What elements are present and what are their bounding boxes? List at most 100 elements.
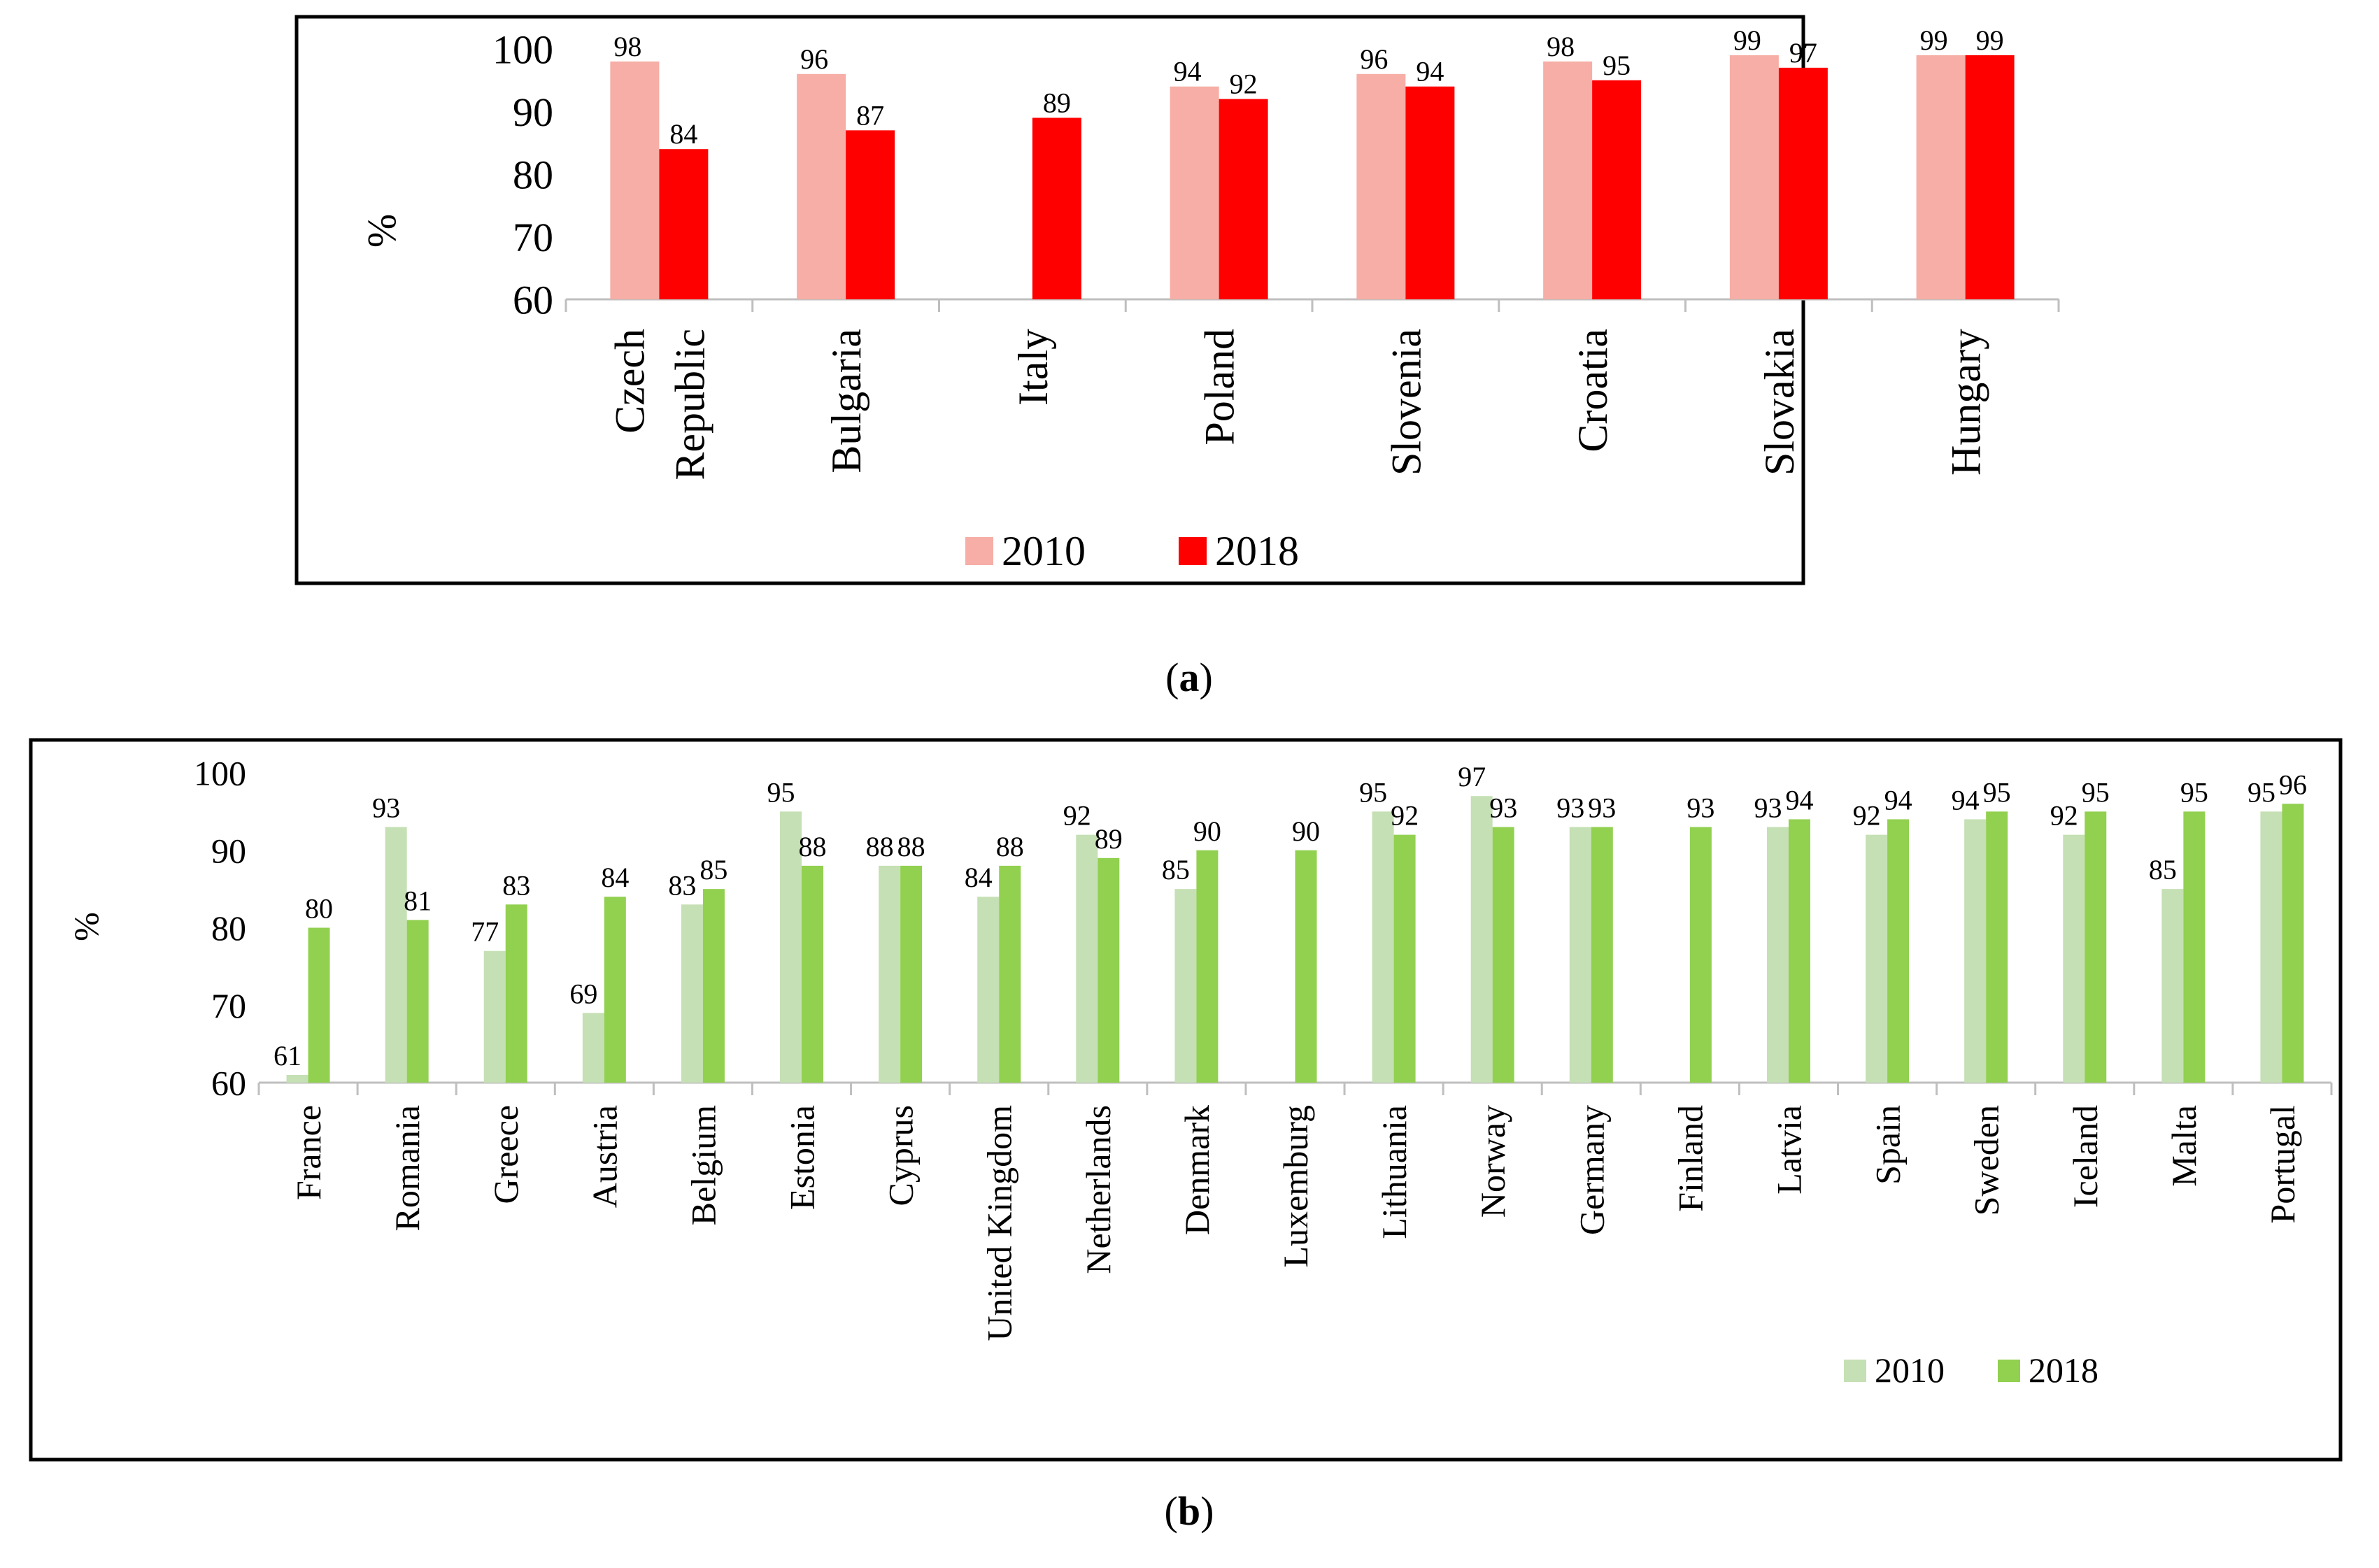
data-label-2018-7: 99 xyxy=(1976,24,2004,56)
data-label-2010-4: 96 xyxy=(1360,43,1388,75)
x-tick-label-line: Slovenia xyxy=(1383,329,1429,476)
x-tick-label-line: Republic xyxy=(667,329,713,480)
bar-2010-18 xyxy=(2063,834,2085,1083)
bar-2018-11 xyxy=(1393,834,1416,1083)
data-label-2010-6: 99 xyxy=(1733,24,1761,56)
legend-swatch-2010 xyxy=(965,537,993,565)
x-tick-label-line: Denmark xyxy=(1177,1105,1216,1235)
x-tick-label-line: Germany xyxy=(1572,1105,1611,1235)
bar-2010-9 xyxy=(1174,889,1197,1083)
chart-frame xyxy=(29,738,2343,1462)
bar-2010-0 xyxy=(286,1074,308,1083)
x-tick-label: Norway xyxy=(1473,1105,1512,1218)
data-label-2018-16: 94 xyxy=(1884,784,1912,815)
data-label-2018-9: 90 xyxy=(1193,815,1221,847)
bar-2010-17 xyxy=(1964,819,1987,1083)
bar-2018-5 xyxy=(802,865,824,1083)
data-label-2010-17: 94 xyxy=(1952,784,1980,815)
x-tick-label-line: Cyprus xyxy=(881,1105,921,1206)
data-label-2018-4: 85 xyxy=(700,854,727,885)
bar-2018-4 xyxy=(702,889,725,1083)
data-label-2018-8: 89 xyxy=(1095,823,1123,855)
data-label-2018-3: 84 xyxy=(601,862,629,893)
x-tick-label-line: Austria xyxy=(585,1105,624,1208)
bar-2018-8 xyxy=(1098,857,1120,1083)
data-label-2010-0: 61 xyxy=(274,1040,301,1071)
data-label-2010-13: 93 xyxy=(1556,792,1584,824)
x-tick-label-line: Portugal xyxy=(2263,1105,2302,1223)
x-tick-label: Germany xyxy=(1572,1105,1611,1235)
bar-2010-13 xyxy=(1569,827,1591,1083)
y-tick-label: 80 xyxy=(513,152,553,197)
bar-2010-19 xyxy=(2161,889,2184,1083)
data-label-2018-2: 83 xyxy=(502,869,530,901)
x-tick-label-line: United Kingdom xyxy=(980,1105,1019,1341)
x-tick-label: Sweden xyxy=(1967,1105,2006,1216)
data-label-2010-1: 96 xyxy=(800,43,828,75)
x-tick-label-line: Slovakia xyxy=(1756,329,1803,476)
bar-2018-3 xyxy=(1219,99,1268,299)
data-label-2018-3: 92 xyxy=(1230,69,1258,100)
x-tick-label: Luxemburg xyxy=(1276,1105,1315,1267)
data-label-2010-7: 99 xyxy=(1920,24,1948,56)
data-label-2018-6: 97 xyxy=(1789,37,1817,69)
bar-2018-15 xyxy=(1788,819,1810,1083)
x-tick-label-line: Estonia xyxy=(783,1105,822,1210)
data-label-2018-15: 94 xyxy=(1785,784,1813,815)
x-tick-label: Estonia xyxy=(783,1105,822,1210)
bar-2018-7 xyxy=(1965,55,2015,299)
x-tick-label: Italy xyxy=(1010,329,1056,406)
data-label-2010-9: 85 xyxy=(1162,854,1190,885)
data-label-2018-13: 93 xyxy=(1588,792,1616,824)
data-label-2018-0: 80 xyxy=(305,893,333,925)
legend-label-2018: 2018 xyxy=(1215,528,1299,574)
y-tick-label: 70 xyxy=(211,986,246,1025)
bar-2018-6 xyxy=(900,865,923,1083)
x-tick-label-line: Poland xyxy=(1197,329,1243,446)
data-label-2010-1: 93 xyxy=(372,792,400,824)
x-tick-label: Latvia xyxy=(1769,1105,1808,1195)
bar-2010-2 xyxy=(483,950,506,1083)
bar-2018-3 xyxy=(604,897,626,1083)
bar-2018-14 xyxy=(1689,827,1712,1083)
bar-2018-18 xyxy=(2085,811,2107,1083)
data-label-2010-3: 94 xyxy=(1174,56,1202,87)
data-label-2010-19: 85 xyxy=(2149,854,2177,885)
data-label-2018-7: 88 xyxy=(996,831,1024,862)
bar-2010-5 xyxy=(1543,61,1593,300)
bar-2010-8 xyxy=(1076,834,1098,1083)
data-label-2018-2: 89 xyxy=(1043,87,1071,118)
data-label-2010-16: 92 xyxy=(1853,800,1881,832)
x-tick-label-line: Hungary xyxy=(1943,329,1989,476)
x-tick-label: Greece xyxy=(486,1105,525,1204)
x-tick-label-line: Netherlands xyxy=(1079,1105,1118,1274)
y-tick-label: 60 xyxy=(513,277,553,322)
data-label-2010-20: 95 xyxy=(2247,776,2275,808)
x-tick-label: Lithuania xyxy=(1375,1105,1414,1239)
data-label-2018-1: 81 xyxy=(404,885,432,916)
bar-2018-2 xyxy=(505,904,527,1083)
y-tick-label: 60 xyxy=(211,1064,246,1103)
x-tick-label: Austria xyxy=(585,1105,624,1208)
bar-2010-6 xyxy=(1729,55,1779,299)
x-tick-label: Romania xyxy=(388,1105,427,1232)
x-tick-label-line: France xyxy=(289,1105,328,1200)
bar-2018-12 xyxy=(1492,827,1514,1083)
x-tick-label-line: Finland xyxy=(1670,1105,1710,1212)
legend-label-2010: 2010 xyxy=(1002,528,1086,574)
x-tick-label: Iceland xyxy=(2066,1105,2105,1208)
data-label-2010-2: 77 xyxy=(471,916,499,948)
bar-2018-4 xyxy=(1405,86,1455,299)
data-label-2010-6: 88 xyxy=(866,831,894,862)
data-label-2018-0: 84 xyxy=(669,118,697,150)
x-tick-label: France xyxy=(289,1105,328,1200)
bar-2010-11 xyxy=(1372,811,1394,1083)
data-label-2010-11: 95 xyxy=(1359,776,1387,808)
bar-2018-20 xyxy=(2282,804,2304,1083)
data-label-2010-12: 97 xyxy=(1458,761,1486,792)
bar-2010-0 xyxy=(610,61,660,300)
bar-2010-7 xyxy=(977,897,1000,1083)
bar-2010-4 xyxy=(681,904,703,1083)
bar-2018-6 xyxy=(1778,67,1828,299)
data-label-2018-12: 93 xyxy=(1489,792,1517,824)
